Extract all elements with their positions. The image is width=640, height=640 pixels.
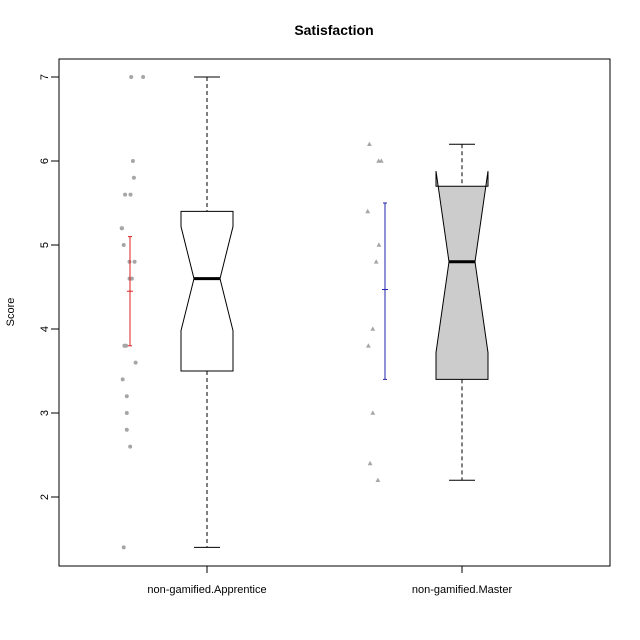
data-point xyxy=(376,242,382,247)
x-tick-label: non-gamified.Apprentice xyxy=(147,584,266,596)
notched-box xyxy=(180,210,234,372)
data-point xyxy=(124,427,129,432)
y-tick-label: 2 xyxy=(39,494,51,500)
data-point xyxy=(124,394,129,399)
y-tick-label: 4 xyxy=(39,326,51,332)
data-point xyxy=(124,411,129,415)
y-axis-label: Score xyxy=(5,298,17,327)
data-point xyxy=(373,259,379,264)
data-point xyxy=(378,158,384,163)
data-point xyxy=(132,259,137,264)
data-point xyxy=(131,175,136,180)
data-point xyxy=(370,410,376,415)
data-point xyxy=(367,460,373,466)
y-tick-label: 6 xyxy=(39,158,51,164)
x-axis: non-gamified.Apprentice non-gamified.Mast… xyxy=(147,566,512,596)
data-point xyxy=(375,477,381,482)
data-point xyxy=(121,545,126,550)
data-point xyxy=(365,343,371,348)
data-point xyxy=(130,159,135,163)
data-point xyxy=(128,444,133,449)
data-point xyxy=(124,343,129,348)
data-point xyxy=(120,226,125,231)
data-point xyxy=(141,75,146,79)
plot-frame xyxy=(58,58,611,567)
data-point xyxy=(365,208,371,214)
boxplot-group xyxy=(119,75,234,550)
data-point xyxy=(129,75,134,79)
data-point xyxy=(121,243,126,247)
data-point xyxy=(120,377,125,382)
chart-title: Satisfaction xyxy=(294,22,373,38)
data-point xyxy=(367,141,372,146)
data-point xyxy=(123,192,128,197)
data-point xyxy=(129,276,134,281)
boxplot-groups xyxy=(119,75,489,550)
y-tick-label: 7 xyxy=(39,74,51,80)
notched-box xyxy=(435,171,489,380)
y-tick-label: 5 xyxy=(39,242,51,248)
boxplot-group xyxy=(365,141,489,482)
data-point xyxy=(128,192,133,197)
x-tick-label: non-gamified.Master xyxy=(412,584,513,596)
y-axis: 2 3 4 5 6 7 xyxy=(39,74,60,500)
data-point xyxy=(370,326,376,331)
y-tick-label: 3 xyxy=(39,410,51,416)
data-point xyxy=(133,360,138,365)
